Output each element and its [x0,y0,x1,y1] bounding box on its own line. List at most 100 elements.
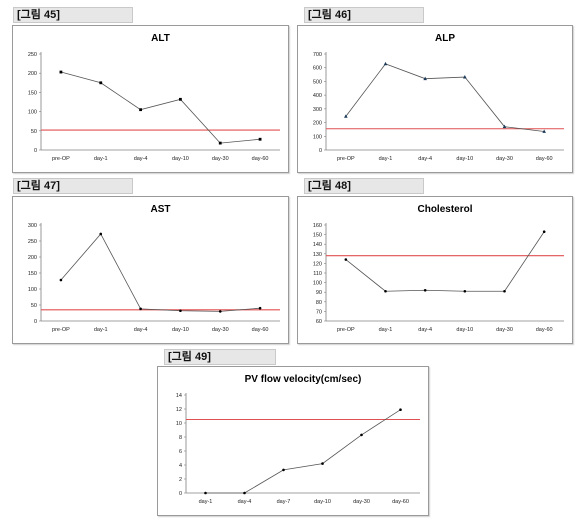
data-point-day-30 [360,433,363,437]
x-tick-label-day-1: day-1 [199,499,213,505]
y-tick-label-400: 400 [313,93,322,99]
data-point-day-30 [218,141,222,145]
y-tick-label-200: 200 [313,121,322,127]
series-line [60,71,261,144]
x-tick-label-day-1: day-1 [379,327,393,333]
data-point-day-1 [99,232,103,236]
data-point-day-4 [243,491,246,495]
y-tick-label-100: 100 [28,287,37,293]
y-tick-label-130: 130 [313,252,322,258]
y-tick-label-2: 2 [179,477,182,483]
line-chart: Cholesterol 60 70 80 90 100 110 120 130 140 150 160… [313,204,564,333]
data-point-day-1 [99,81,103,85]
line-chart: ALP 0 100 200 300 400 500 600 700 pre-OP day-1 day-… [313,33,564,162]
series-line [60,233,261,312]
y-tick-label-60: 60 [316,319,322,325]
data-point-day-4 [423,76,427,81]
y-tick-label-100: 100 [28,110,37,116]
x-tick-label-day-30: day-30 [212,327,229,333]
x-tick-label-day-10: day-10 [172,156,189,162]
data-point-day-30 [218,310,222,313]
data-point-pre-op [59,278,63,282]
pv-flow-chart-panel: PV flow velocity(cm/sec) 0 2 4 6 8 10 12 14 day-1… [157,366,429,516]
data-point-day-60 [399,408,402,411]
data-point-day-30 [502,124,507,129]
series-line [345,63,545,132]
line-chart: AST 0 50 100 150 200 250 300 pre-OP day-1 day-4 day… [28,204,280,333]
data-point-pre-op [344,114,348,118]
x-tick-label-day-30: day-30 [353,499,370,505]
x-tick-label-day-1: day-1 [94,327,108,333]
x-tick-label-day-4: day-4 [238,499,252,505]
data-point-day-10 [321,462,324,465]
x-tick-label-day-10: day-10 [456,156,473,162]
data-point-day-10 [179,97,182,101]
x-tick-label-day-60: day-60 [252,156,269,162]
y-tick-label-160: 160 [313,223,322,229]
y-tick-label-70: 70 [316,309,322,315]
alp-chart-panel: ALP 0 100 200 300 400 500 600 700 pre-OP day-1 day-… [297,25,573,173]
x-tick-label-day-4: day-4 [418,156,432,162]
x-tick-label-day-4: day-4 [418,327,432,333]
x-tick-label-day-30: day-30 [496,327,513,333]
x-tick-label-pre-op: pre-OP [52,327,70,333]
chart-title: PV flow velocity(cm/sec) [245,374,362,385]
x-tick-label-day-60: day-60 [536,156,553,162]
x-tick-label-day-60: day-60 [392,499,409,505]
x-tick-label-day-30: day-30 [212,156,229,162]
x-tick-label-day-1: day-1 [379,156,393,162]
line-chart: ALT 0 50 100 150 200 250 pre-OP day-1 day-4 day-10… [28,33,280,162]
data-point-day-7 [282,468,285,472]
y-tick-label-0: 0 [34,148,37,154]
figure-49-label: [그림 49] [164,349,276,365]
data-point-day-1 [384,289,387,293]
figure-48-label: [그림 48] [304,178,424,194]
y-tick-label-110: 110 [313,271,322,277]
y-tick-label-50: 50 [31,129,37,135]
data-point-day-30 [503,289,506,293]
y-tick-label-200: 200 [28,255,37,261]
chart-title: ALP [435,33,455,44]
chart-title: Cholesterol [417,204,472,215]
chart-title: ALT [151,33,170,44]
y-tick-label-10: 10 [176,421,182,427]
alt-chart-panel: ALT 0 50 100 150 200 250 pre-OP day-1 day-4 day-10… [12,25,289,173]
y-tick-label-50: 50 [31,303,37,309]
cholesterol-chart-panel: Cholesterol 60 70 80 90 100 110 120 130 140 150 160… [297,196,573,344]
y-tick-label-8: 8 [179,435,182,441]
x-tick-label-day-4: day-4 [134,327,148,333]
y-tick-label-4: 4 [179,463,182,469]
y-tick-label-0: 0 [319,148,322,154]
y-tick-label-250: 250 [28,239,37,245]
x-tick-label-pre-op: pre-OP [337,156,355,162]
x-tick-label-day-10: day-10 [456,327,473,333]
data-point-day-1 [204,491,207,495]
y-tick-label-200: 200 [28,71,37,77]
data-point-day-60 [542,230,546,234]
figure-47-label: [그림 47] [13,178,133,194]
x-tick-label-day-60: day-60 [536,327,553,333]
y-tick-label-150: 150 [313,233,322,239]
x-tick-label-day-60: day-60 [252,327,269,333]
y-tick-label-150: 150 [28,90,37,96]
y-tick-label-100: 100 [313,134,322,140]
series-line [345,231,545,292]
y-tick-label-300: 300 [28,223,37,229]
data-point-day-10 [463,289,467,293]
y-tick-label-250: 250 [28,52,37,58]
data-point-day-60 [258,137,262,141]
y-tick-label-700: 700 [313,52,322,58]
data-point-day-10 [463,75,467,79]
x-tick-label-pre-op: pre-OP [337,327,355,333]
ast-chart-panel: AST 0 50 100 150 200 250 300 pre-OP day-1 day-4 day… [12,196,289,344]
x-tick-label-day-4: day-4 [134,156,148,162]
data-point-day-10 [179,309,182,313]
y-tick-label-100: 100 [313,281,322,287]
y-tick-label-600: 600 [313,66,322,72]
data-point-day-4 [139,307,142,311]
x-tick-label-day-10: day-10 [314,499,331,505]
y-tick-label-140: 140 [313,242,322,248]
figure-46-label: [그림 46] [304,7,424,23]
data-point-day-60 [258,306,262,310]
data-point-day-4 [423,288,427,292]
